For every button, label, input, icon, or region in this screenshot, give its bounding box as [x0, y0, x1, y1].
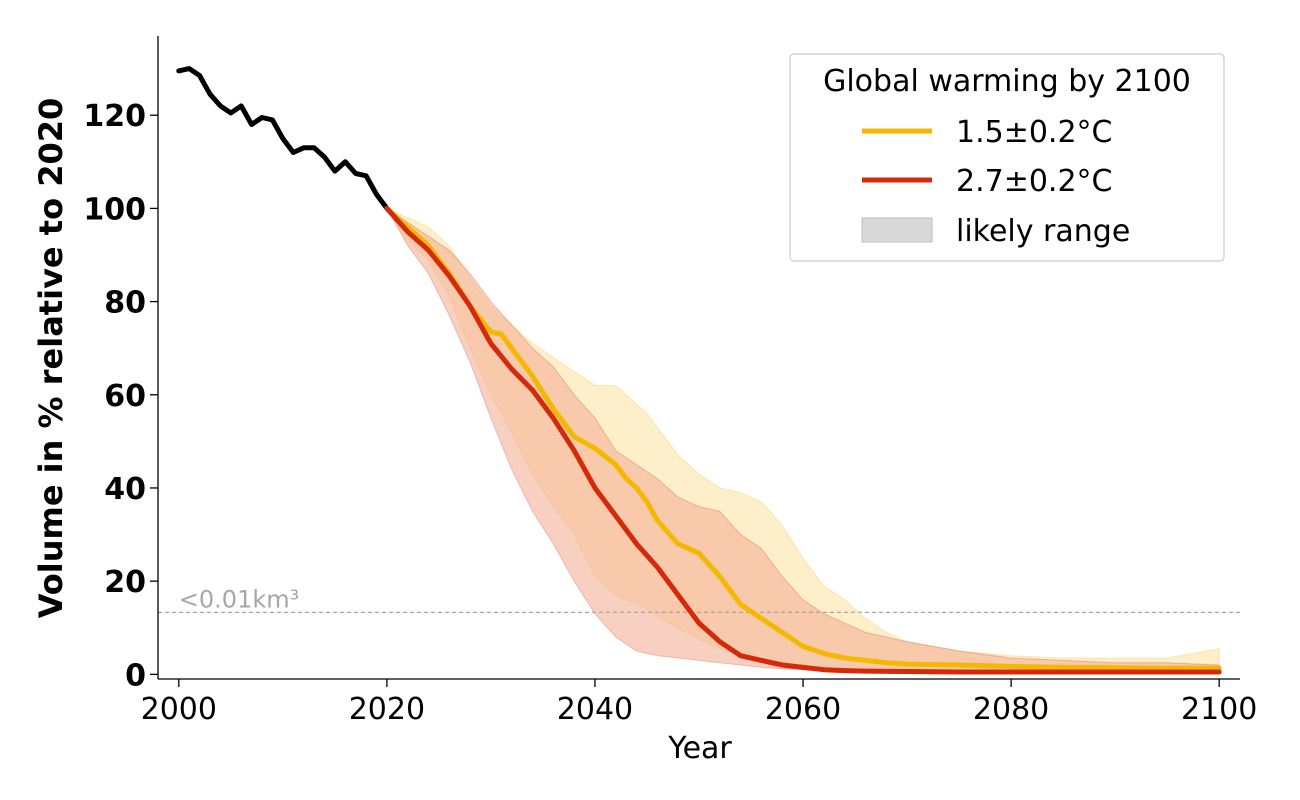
y-tick-label-60: 60 [104, 379, 146, 414]
line-2-7-0-2-c [384, 205, 1222, 675]
x-tick-label-2080: 2080 [973, 692, 1049, 727]
legend-frame [789, 53, 1225, 262]
x-tick-label-2040: 2040 [557, 692, 633, 727]
y-tick-label-120: 120 [83, 99, 146, 134]
axes [157, 36, 1240, 680]
threshold-label: <0.01km³ [179, 585, 299, 613]
y-tick-label-80: 80 [104, 286, 146, 321]
legend-label-2-7: 2.7±0.2°C [956, 164, 1113, 199]
y-tick-label-20: 20 [104, 565, 146, 600]
y-tick-label-100: 100 [83, 192, 146, 227]
y-axis-label: Volume in % relative to 2020 [32, 98, 70, 619]
observed-line [176, 66, 390, 211]
series-lines [176, 66, 1222, 675]
x-tick-label-2000: 2000 [141, 692, 217, 727]
legend-swatch-likely-range [861, 217, 933, 243]
x-tick-label-2100: 2100 [1181, 692, 1257, 727]
threshold-layer: <0.01km³ [158, 585, 1240, 613]
legend: Global warming by 2100 1.5±0.2°C 2.7±0.2… [789, 53, 1225, 262]
y-tick-label-40: 40 [104, 472, 146, 507]
y-tick-label-0: 0 [125, 658, 146, 693]
x-tick-label-2020: 2020 [349, 692, 425, 727]
line-1-5-0-2-c [384, 205, 1222, 671]
likely-range-bands [385, 207, 1220, 674]
x-axis-label: Year [667, 731, 732, 766]
legend-title: Global warming by 2100 [823, 64, 1191, 99]
y-ticks: 0 20 40 60 80 100 120 [83, 99, 158, 693]
legend-label-likely-range: likely range [956, 214, 1130, 249]
band-2-7-0-2-c [386, 207, 1220, 674]
x-ticks: 2000 2020 2040 2060 2080 2100 [141, 679, 1257, 727]
x-tick-label-2060: 2060 [765, 692, 841, 727]
legend-label-1-5: 1.5±0.2°C [956, 115, 1113, 150]
